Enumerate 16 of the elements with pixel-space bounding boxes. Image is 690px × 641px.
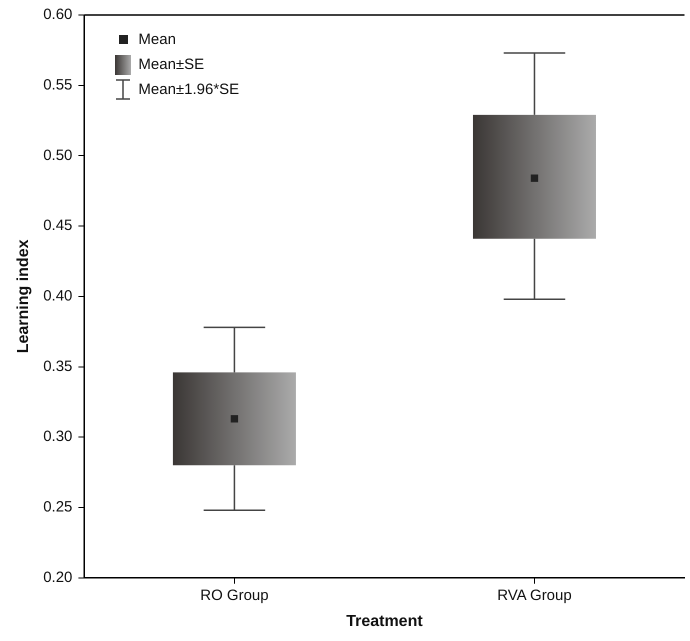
annotation: Mean±1.96*SE [138, 80, 240, 100]
y-tick-label: 0.35 [43, 358, 72, 375]
x-axis-title: Treatment [346, 612, 424, 630]
x-tick-label: RVA Group [497, 586, 572, 604]
y-tick-label: 0.50 [43, 146, 72, 164]
y-tick-label: 0.25 [43, 498, 72, 516]
y-tick-label: 0.40 [43, 288, 72, 305]
annotation: Mean [138, 30, 176, 50]
y-tick-label: 0.55 [43, 76, 72, 94]
y-tick-label: 0.20 [43, 568, 72, 586]
y-tick-label: 0.60 [43, 6, 72, 24]
annotation: Mean±SE [138, 55, 204, 75]
x-tick-label: RO Group [200, 586, 269, 604]
y-tick-label: 0.45 [43, 217, 72, 234]
y-axis-title: Learning index [15, 239, 32, 354]
y-tick-label: 0.30 [43, 428, 72, 446]
